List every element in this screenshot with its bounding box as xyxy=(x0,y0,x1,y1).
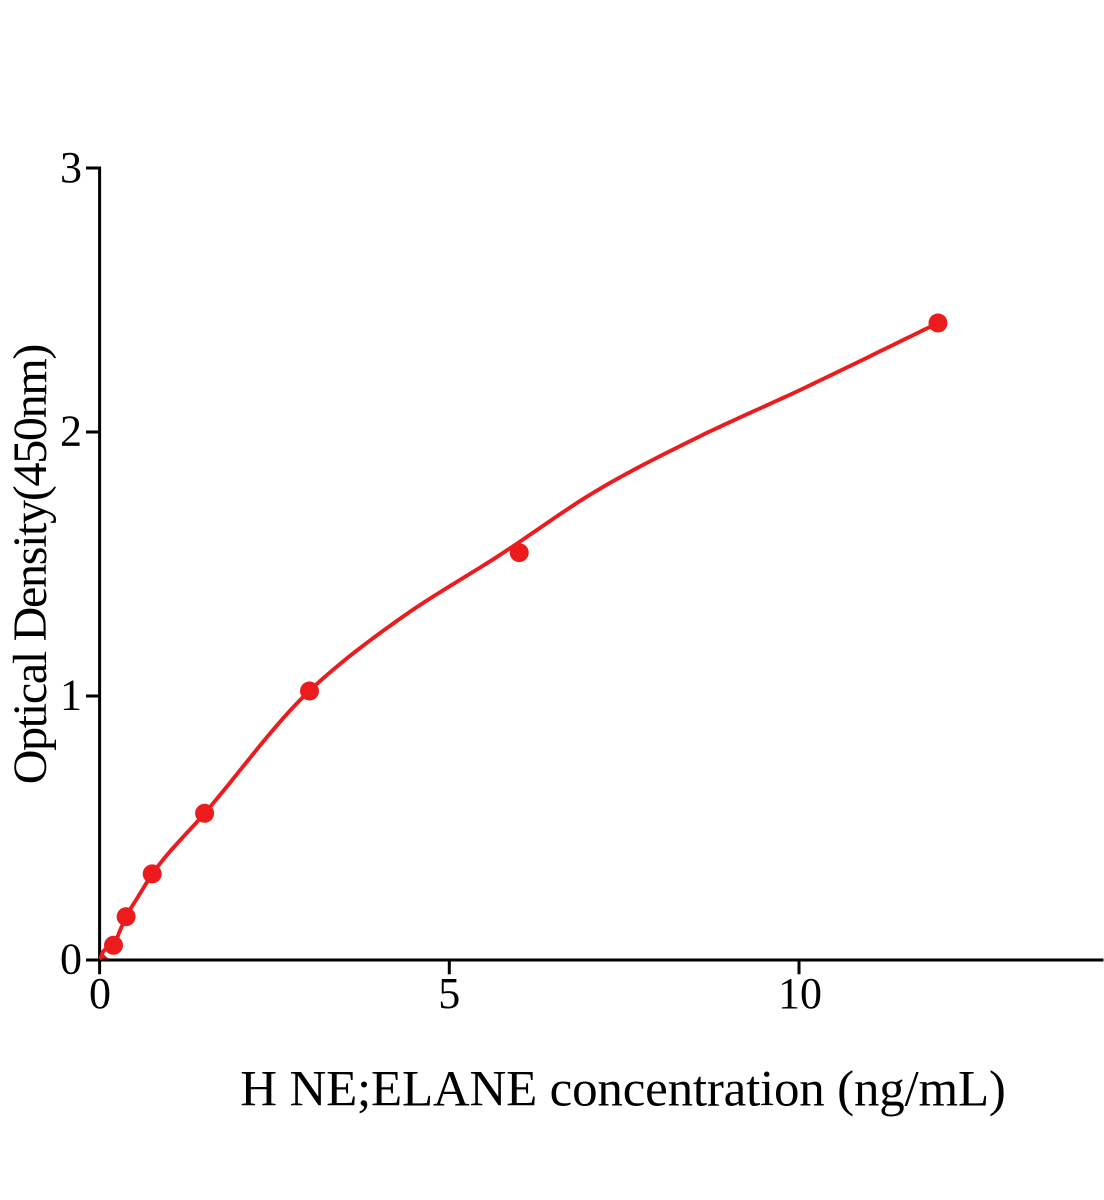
svg-text:0: 0 xyxy=(60,934,82,983)
svg-text:10: 10 xyxy=(778,969,822,1018)
svg-text:1: 1 xyxy=(60,671,82,720)
svg-text:3: 3 xyxy=(60,143,82,192)
svg-text:H NE;ELANE concentration (ng/m: H NE;ELANE concentration (ng/mL) xyxy=(240,1062,1005,1118)
svg-text:5: 5 xyxy=(438,969,460,1018)
svg-text:Optical Density(450nm): Optical Density(450nm) xyxy=(4,345,57,784)
svg-text:2: 2 xyxy=(60,407,82,456)
svg-text:0: 0 xyxy=(89,969,111,1018)
